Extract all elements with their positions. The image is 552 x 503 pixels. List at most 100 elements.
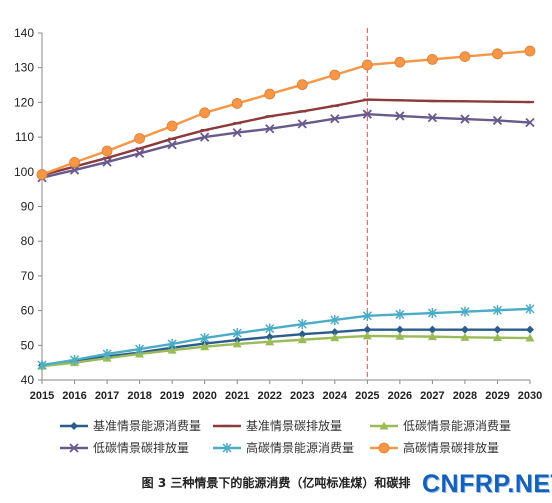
legend-label: 高碳情景碳排放量 — [403, 440, 499, 455]
data-point — [70, 354, 80, 365]
y-axis: 40 50 60 70 80 90 100 110 120 130 140 — [14, 26, 43, 387]
x-tick-label: 2018 — [127, 390, 151, 402]
data-point — [232, 328, 242, 339]
data-point — [200, 333, 210, 344]
watermark-background — [416, 470, 552, 503]
data-point — [394, 56, 406, 68]
data-point — [232, 339, 242, 348]
y-tick-label: 40 — [21, 373, 35, 387]
data-point — [395, 325, 404, 334]
y-tick-label: 130 — [14, 61, 34, 75]
legend-marker — [69, 443, 79, 453]
x-tick-label: 2024 — [323, 390, 348, 402]
data-point — [135, 344, 145, 355]
x-tick-label: 2019 — [160, 390, 184, 402]
data-point — [37, 360, 47, 371]
x-tick-label: 2015 — [30, 390, 54, 402]
x-tick-label: 2023 — [290, 390, 314, 402]
x-tick-label: 2022 — [257, 390, 281, 402]
data-point — [36, 169, 48, 180]
data-point — [330, 114, 340, 124]
data-point — [166, 120, 178, 132]
series-line — [41, 334, 531, 368]
data-point — [362, 109, 372, 119]
legend-label: 低碳情景能源消费量 — [403, 419, 511, 433]
legend-marker — [379, 421, 389, 430]
data-point — [232, 127, 242, 138]
x-tick-label: 2025 — [355, 390, 379, 402]
data-point — [363, 325, 372, 334]
x-axis: 2015 2016 2017 2018 2019 2020 2021 2022 2023 2024… — [30, 379, 542, 402]
figure-caption: 图 3 三种情景下的能源消费（亿吨标准煤）和碳排 — [141, 476, 411, 490]
data-point — [134, 148, 145, 159]
legend-label: 基准情景能源消费量 — [93, 419, 201, 433]
data-point — [265, 332, 274, 341]
data-point — [265, 337, 275, 346]
data-point — [102, 348, 112, 359]
legend-item-3: 低碳情景能源消费量 — [370, 419, 511, 433]
legend-label: 低碳情景碳排放量 — [93, 440, 189, 455]
watermark-logo: CNFRP.NET — [422, 470, 552, 498]
data-point — [298, 330, 307, 339]
y-tick-label: 110 — [15, 130, 34, 144]
data-point — [330, 328, 339, 337]
data-point — [395, 111, 405, 121]
y-tick-label: 120 — [14, 95, 34, 109]
data-point — [167, 140, 177, 150]
data-point — [493, 325, 502, 334]
x-tick-label: 2029 — [485, 390, 509, 402]
data-point — [459, 51, 471, 62]
data-point — [297, 119, 307, 129]
legend-item-2: 基准情景碳排放量 — [213, 418, 342, 433]
series-layer — [36, 45, 536, 371]
series-5 — [37, 303, 535, 371]
data-point — [264, 88, 276, 100]
data-point — [199, 107, 211, 119]
y-tick-label: 100 — [14, 165, 34, 179]
legend-item-4: 低碳情景碳排放量 — [60, 440, 189, 455]
y-tick-label: 60 — [21, 304, 35, 318]
data-point — [526, 325, 534, 334]
data-point — [428, 325, 437, 334]
data-point — [296, 79, 308, 91]
data-point — [460, 306, 470, 317]
y-tick-label: 90 — [21, 200, 35, 214]
legend-item-1: 基准情景能源消费量 — [60, 419, 201, 433]
data-point — [362, 310, 372, 321]
legend-marker — [70, 422, 78, 430]
series-line — [41, 328, 530, 367]
data-point — [69, 157, 80, 168]
series-line — [41, 112, 531, 179]
data-point — [167, 338, 177, 349]
data-point — [361, 59, 373, 71]
x-tick-label: 2030 — [518, 390, 542, 402]
data-point — [427, 332, 437, 341]
x-tick-label: 2026 — [388, 390, 412, 402]
legend-item-5: 高碳情景能源消费量 — [213, 440, 354, 455]
x-tick-label: 2021 — [225, 390, 249, 402]
series-2 — [38, 98, 534, 177]
series-line — [41, 307, 531, 367]
x-tick-label: 2027 — [420, 390, 444, 402]
data-point — [427, 308, 437, 319]
data-point — [330, 314, 340, 325]
data-point — [525, 117, 535, 128]
data-point — [524, 45, 536, 57]
y-tick-label: 70 — [21, 269, 35, 283]
series-1 — [38, 325, 534, 370]
data-point — [525, 303, 535, 314]
data-point — [395, 331, 405, 340]
data-point — [265, 124, 275, 134]
data-point — [460, 325, 469, 334]
series-6 — [36, 45, 536, 180]
data-point — [200, 132, 210, 142]
data-point — [460, 114, 470, 124]
y-tick-label: 140 — [14, 26, 34, 40]
data-point — [362, 331, 372, 340]
line-chart: 40 50 60 70 80 90 100 110 120 130 140 2015 2016 2017… — [14, 26, 542, 455]
data-point — [426, 53, 438, 65]
data-point — [525, 333, 535, 342]
series-line — [41, 49, 531, 176]
data-point — [492, 305, 502, 316]
data-point — [134, 133, 146, 144]
